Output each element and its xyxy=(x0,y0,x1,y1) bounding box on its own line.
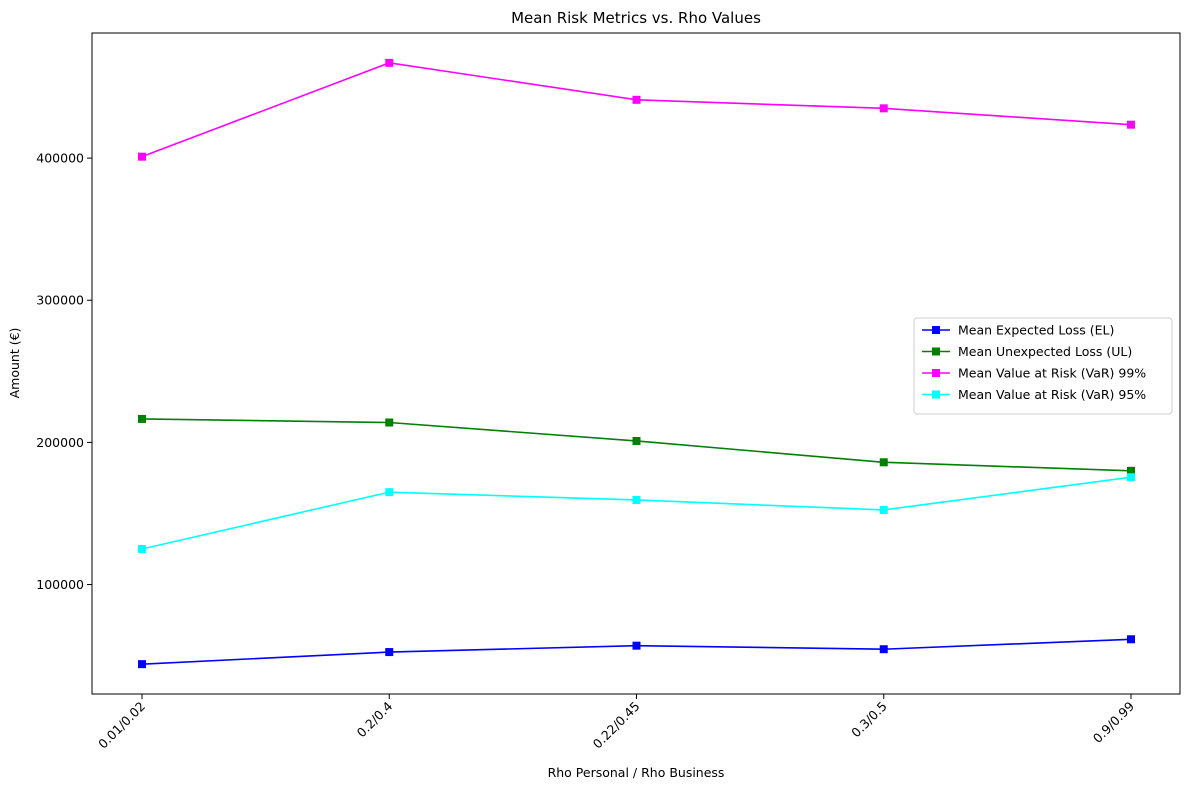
data-point xyxy=(879,645,888,654)
y-tick-label: 400000 xyxy=(36,151,84,166)
data-point xyxy=(879,458,888,467)
series-3 xyxy=(138,58,1135,161)
y-tick-label: 200000 xyxy=(36,435,84,450)
data-point xyxy=(1127,473,1135,482)
legend-label: Mean Value at Risk (VaR) 95% xyxy=(958,387,1146,402)
data-point xyxy=(632,436,641,445)
data-point xyxy=(632,95,641,104)
legend-label: Mean Unexpected Loss (UL) xyxy=(958,344,1132,359)
legend-marker xyxy=(932,326,940,334)
data-point xyxy=(385,488,394,497)
legend: Mean Expected Loss (EL) Mean Unexpected L… xyxy=(913,317,1173,415)
chart-title: Mean Risk Metrics vs. Rho Values xyxy=(511,9,761,27)
x-axis-label: Rho Personal / Rho Business xyxy=(548,765,725,780)
data-point xyxy=(1127,635,1135,644)
data-point xyxy=(138,545,146,554)
y-axis: 100000 200000 300000 400000 xyxy=(36,151,92,592)
series-4 xyxy=(138,473,1135,554)
data-point xyxy=(138,660,146,669)
y-axis-label: Amount (€) xyxy=(7,328,22,399)
legend-marker xyxy=(932,347,940,356)
data-point xyxy=(1127,120,1135,129)
data-point xyxy=(879,104,888,113)
series-2 xyxy=(138,414,1135,475)
y-tick-label: 300000 xyxy=(36,293,84,308)
data-point xyxy=(632,495,641,504)
legend-item: Mean Expected Loss (EL) xyxy=(922,323,1114,338)
data-point xyxy=(385,58,394,67)
legend-item: Mean Unexpected Loss (UL) xyxy=(922,344,1132,359)
data-point xyxy=(385,418,394,427)
legend-item: Mean Value at Risk (VaR) 95% xyxy=(922,387,1146,402)
y-tick-label: 100000 xyxy=(36,577,84,592)
legend-label: Mean Value at Risk (VaR) 99% xyxy=(958,366,1146,381)
legend-marker xyxy=(932,369,940,377)
series-1 xyxy=(138,635,1135,669)
legend-box xyxy=(913,317,1173,415)
legend-item: Mean Value at Risk (VaR) 99% xyxy=(922,366,1146,381)
legend-marker xyxy=(932,390,940,399)
data-point xyxy=(138,414,146,423)
data-point xyxy=(879,505,888,514)
data-point xyxy=(138,152,146,161)
plot-area xyxy=(138,58,1135,669)
data-point xyxy=(385,648,394,657)
data-point xyxy=(1127,466,1135,475)
legend-label: Mean Expected Loss (EL) xyxy=(958,323,1114,338)
data-point xyxy=(632,641,641,650)
